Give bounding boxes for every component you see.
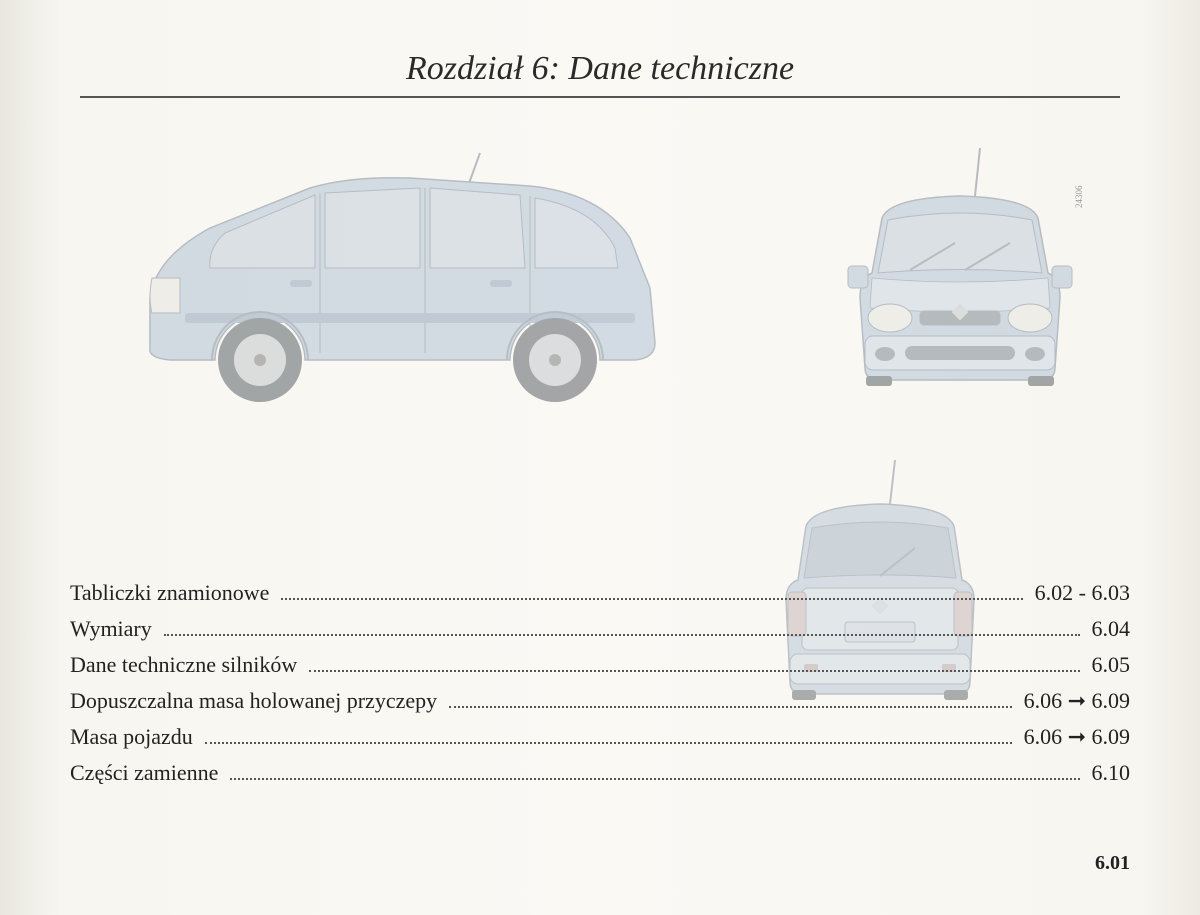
- toc-dots: [205, 742, 1012, 744]
- toc-row: Części zamienne 6.10: [70, 760, 1130, 786]
- toc-row: Dane techniczne silników 6.05: [70, 652, 1130, 678]
- toc-label: Dane techniczne silników: [70, 652, 303, 678]
- car-side-view: [90, 148, 690, 408]
- toc-dots: [309, 670, 1079, 672]
- manual-page: Rozdział 6: Dane techniczne: [0, 0, 1200, 915]
- toc-label: Wymiary: [70, 616, 158, 642]
- toc-row: Dopuszczalna masa holowanej przyczepy 6.…: [70, 688, 1130, 714]
- toc-page: 6.02 - 6.03: [1029, 580, 1130, 606]
- toc-dots: [449, 706, 1011, 708]
- car-front-view: 24306: [810, 148, 1110, 408]
- image-ref-label: 24306: [1074, 185, 1084, 208]
- toc-dots: [230, 778, 1079, 780]
- toc-row: Masa pojazdu 6.06 ➞ 6.09: [70, 724, 1130, 750]
- toc-label: Dopuszczalna masa holowanej przyczepy: [70, 688, 443, 714]
- toc-page: 6.06 ➞ 6.09: [1018, 688, 1130, 714]
- table-of-contents: Tabliczki znamionowe 6.02 - 6.03 Wymiary…: [70, 580, 1130, 796]
- toc-page: 6.06 ➞ 6.09: [1018, 724, 1130, 750]
- toc-label: Tabliczki znamionowe: [70, 580, 275, 606]
- toc-row: Tabliczki znamionowe 6.02 - 6.03: [70, 580, 1130, 606]
- page-number: 6.01: [1095, 852, 1130, 875]
- toc-dots: [164, 634, 1080, 636]
- toc-label: Masa pojazdu: [70, 724, 199, 750]
- toc-page: 6.05: [1086, 652, 1131, 678]
- toc-label: Części zamienne: [70, 760, 224, 786]
- toc-page: 6.10: [1086, 760, 1131, 786]
- toc-row: Wymiary 6.04: [70, 616, 1130, 642]
- chapter-title: Rozdział 6: Dane techniczne: [80, 50, 1120, 98]
- toc-page: 6.04: [1086, 616, 1131, 642]
- car-views-top: 24306: [90, 128, 1110, 408]
- toc-dots: [281, 598, 1022, 600]
